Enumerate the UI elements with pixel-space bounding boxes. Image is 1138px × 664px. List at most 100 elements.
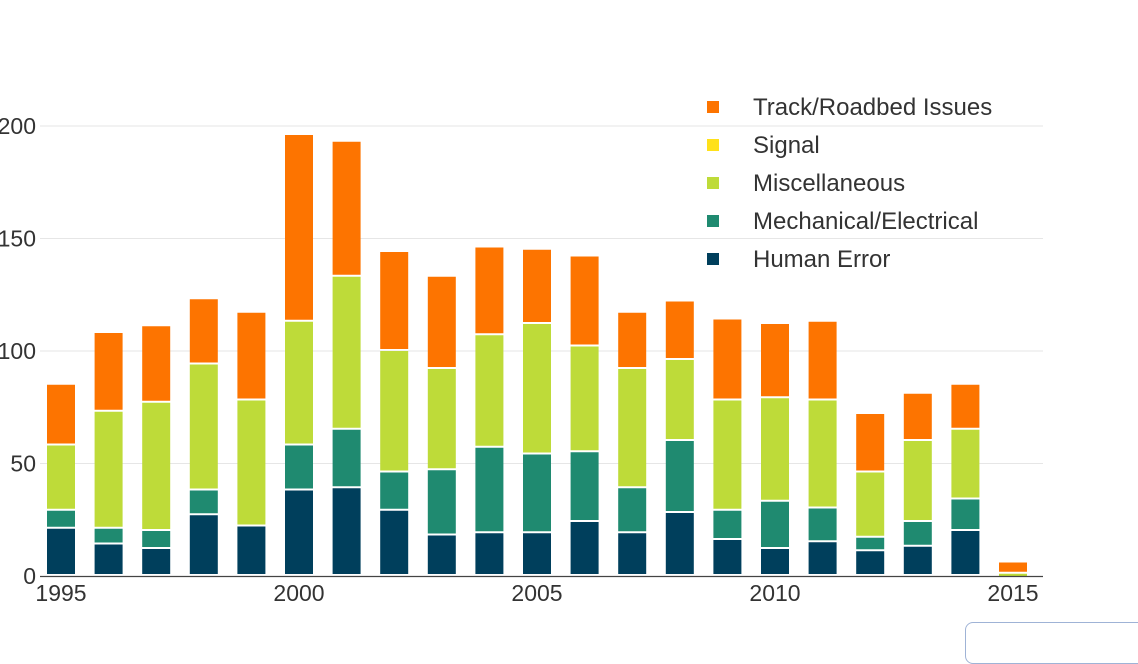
bar-2004-mechanical-electrical[interactable] (475, 447, 504, 532)
bar-2007-miscellaneous[interactable] (618, 369, 647, 487)
bar-2005-miscellaneous[interactable] (523, 324, 551, 453)
bar-2000-human-error[interactable] (285, 490, 313, 575)
stacked-bar-chart: 0 50 100 150 200 1995 2000 2005 2010 2015 Track/… (0, 94, 1043, 606)
bar-1998-miscellaneous[interactable] (189, 364, 218, 489)
bar-1997-mechanical-electrical[interactable] (142, 531, 171, 547)
bar-1998-track-roadbed-issues[interactable] (189, 299, 218, 363)
bar-2000-track-roadbed-issues[interactable] (285, 135, 313, 320)
bar-2011-track-roadbed-issues[interactable] (808, 321, 837, 399)
bar-1998-human-error[interactable] (189, 515, 218, 574)
bar-2001-miscellaneous[interactable] (332, 276, 361, 428)
bar-2011-mechanical-electrical[interactable] (808, 508, 837, 541)
bar-2003-miscellaneous[interactable] (427, 369, 456, 469)
bar-2010-mechanical-electrical[interactable] (761, 501, 789, 547)
bar-2013-human-error[interactable] (903, 546, 932, 574)
bar-2004-miscellaneous[interactable] (475, 335, 504, 446)
bar-1999-track-roadbed-issues[interactable] (237, 312, 266, 399)
bar-2006-track-roadbed-issues[interactable] (570, 256, 599, 345)
bar-2009-human-error[interactable] (713, 540, 742, 574)
bar-2000-miscellaneous[interactable] (285, 321, 313, 444)
bar-2006-human-error[interactable] (570, 522, 599, 574)
bar-1997-track-roadbed-issues[interactable] (142, 326, 171, 401)
bar-2002-human-error[interactable] (380, 510, 409, 574)
bar-2007-track-roadbed-issues[interactable] (618, 312, 647, 367)
bar-1995-mechanical-electrical[interactable] (47, 510, 75, 527)
bar-1997-miscellaneous[interactable] (142, 402, 171, 529)
bar-1996-miscellaneous[interactable] (94, 411, 123, 527)
bar-1997-human-error[interactable] (142, 549, 171, 574)
bar-2008-miscellaneous[interactable] (665, 360, 694, 439)
bar-2010-miscellaneous[interactable] (761, 398, 789, 500)
bar-1996-human-error[interactable] (94, 544, 123, 575)
bar-2000-mechanical-electrical[interactable] (285, 445, 313, 489)
legend-label-miscellaneous[interactable]: Miscellaneous (753, 170, 905, 197)
bar-2006-miscellaneous[interactable] (570, 346, 599, 451)
bar-2005-human-error[interactable] (523, 533, 551, 574)
bar-2011-miscellaneous[interactable] (808, 400, 837, 507)
bar-2005-track-roadbed-issues[interactable] (523, 249, 551, 322)
x-tick-label-2010: 2010 (749, 580, 800, 606)
bar-2015-miscellaneous[interactable] (999, 573, 1027, 576)
bar-2012-mechanical-electrical[interactable] (856, 537, 885, 550)
bar-1996-mechanical-electrical[interactable] (94, 528, 123, 543)
bar-2012-human-error[interactable] (856, 551, 885, 574)
bar-2007-mechanical-electrical[interactable] (618, 488, 647, 532)
bar-1995-track-roadbed-issues[interactable] (47, 384, 75, 444)
bar-2013-miscellaneous[interactable] (903, 441, 932, 520)
legend-swatch-signal (707, 139, 719, 151)
y-tick-label-200: 200 (0, 113, 36, 139)
bar-2013-track-roadbed-issues[interactable] (903, 393, 932, 439)
bar-1995-miscellaneous[interactable] (47, 445, 75, 509)
legend-swatch-mechanical-electrical (707, 215, 719, 227)
bar-2012-miscellaneous[interactable] (856, 472, 885, 536)
legend-label-human-error[interactable]: Human Error (753, 246, 890, 273)
bar-2004-track-roadbed-issues[interactable] (475, 247, 504, 334)
bar-1999-miscellaneous[interactable] (237, 400, 266, 525)
bar-2008-human-error[interactable] (665, 513, 694, 574)
bar-2010-human-error[interactable] (761, 549, 789, 574)
bar-2011-human-error[interactable] (808, 542, 837, 574)
bar-2014-miscellaneous[interactable] (951, 429, 980, 498)
x-tick-label-2005: 2005 (511, 580, 562, 606)
x-tick-label-2000: 2000 (273, 580, 324, 606)
bar-2009-mechanical-electrical[interactable] (713, 510, 742, 538)
bar-2009-track-roadbed-issues[interactable] (713, 319, 742, 399)
bar-1995-human-error[interactable] (47, 528, 75, 574)
bar-2014-human-error[interactable] (951, 531, 980, 574)
legend-swatch-human-error (707, 253, 719, 265)
bar-2007-human-error[interactable] (618, 533, 647, 574)
bar-2012-track-roadbed-issues[interactable] (856, 414, 885, 471)
legend-label-mechanical-electrical[interactable]: Mechanical/Electrical (753, 208, 978, 235)
y-tick-label-50: 50 (10, 451, 36, 477)
bar-2014-track-roadbed-issues[interactable] (951, 384, 980, 428)
bar-1998-mechanical-electrical[interactable] (189, 490, 218, 514)
bar-2009-miscellaneous[interactable] (713, 400, 742, 509)
bar-2004-human-error[interactable] (475, 533, 504, 574)
corner-widget[interactable] (965, 622, 1138, 664)
bar-1999-human-error[interactable] (237, 526, 266, 575)
bar-2013-mechanical-electrical[interactable] (903, 522, 932, 545)
legend-label-signal[interactable]: Signal (753, 132, 820, 159)
bar-2015-track-roadbed-issues[interactable] (999, 562, 1027, 572)
bar-2003-track-roadbed-issues[interactable] (427, 276, 456, 367)
bar-2005-mechanical-electrical[interactable] (523, 454, 551, 532)
bar-2002-mechanical-electrical[interactable] (380, 472, 409, 509)
legend-swatch-miscellaneous (707, 177, 719, 189)
bar-2014-mechanical-electrical[interactable] (951, 499, 980, 530)
bar-2001-track-roadbed-issues[interactable] (332, 141, 361, 275)
bar-1996-track-roadbed-issues[interactable] (94, 333, 123, 410)
bar-2008-track-roadbed-issues[interactable] (665, 301, 694, 359)
bar-2002-track-roadbed-issues[interactable] (380, 252, 409, 349)
bar-2001-mechanical-electrical[interactable] (332, 429, 361, 487)
bar-2010-track-roadbed-issues[interactable] (761, 324, 789, 397)
bar-2003-human-error[interactable] (427, 535, 456, 575)
bar-2001-human-error[interactable] (332, 488, 361, 574)
y-tick-label-0: 0 (23, 563, 36, 589)
legend-swatch-track-roadbed-issues (707, 101, 719, 113)
bar-2008-mechanical-electrical[interactable] (665, 441, 694, 511)
bar-2003-mechanical-electrical[interactable] (427, 470, 456, 534)
legend-label-track-roadbed-issues[interactable]: Track/Roadbed Issues (753, 94, 992, 121)
bar-2002-miscellaneous[interactable] (380, 351, 409, 471)
y-tick-label-150: 150 (0, 226, 36, 252)
bar-2006-mechanical-electrical[interactable] (570, 452, 599, 520)
